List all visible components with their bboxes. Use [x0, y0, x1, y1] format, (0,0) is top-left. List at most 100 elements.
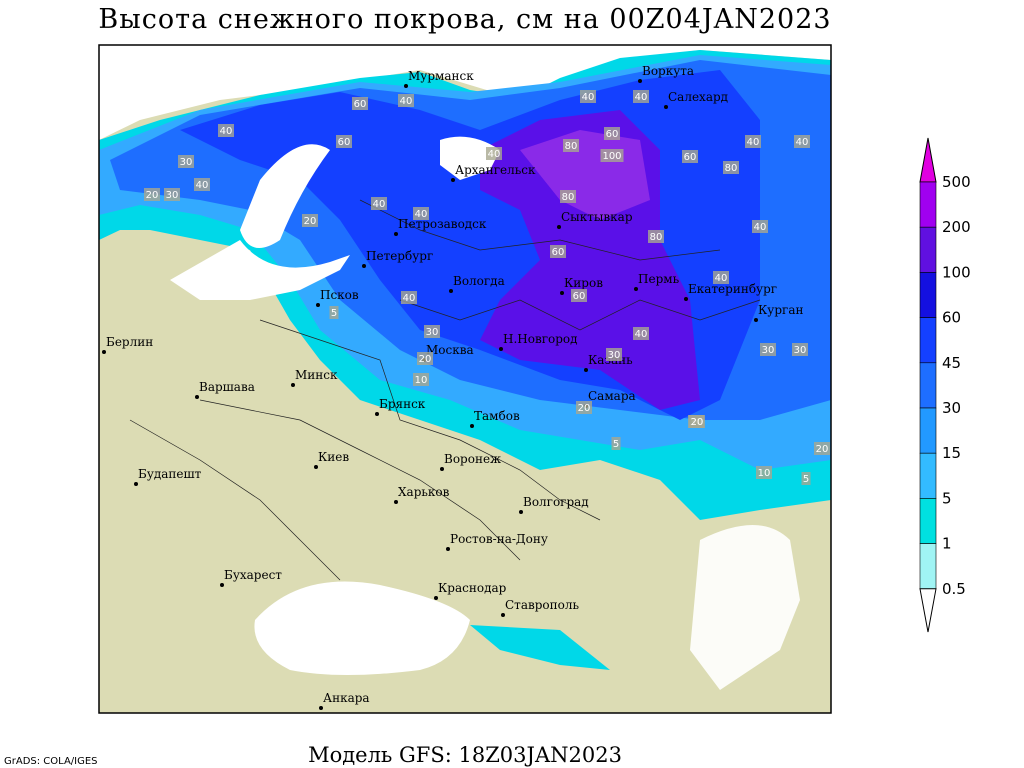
contour-label: 30: [166, 190, 179, 201]
city-label: Варшава: [199, 380, 255, 394]
contour-label: 40: [635, 92, 648, 103]
city-label: Самара: [588, 389, 636, 403]
city-label: Воркута: [642, 64, 694, 78]
legend-label: 0.5: [942, 580, 966, 598]
city-label: Минск: [295, 368, 338, 382]
contour-label-box: [194, 178, 210, 191]
city-label: Харьков: [398, 485, 450, 499]
legend-band: [919, 317, 937, 364]
city-dot: [519, 510, 523, 514]
city-dot: [446, 547, 450, 551]
contour-label-box: [760, 343, 776, 356]
contour-label: 10: [758, 468, 771, 479]
legend-band: [919, 272, 937, 318]
contour-label-box: [600, 149, 624, 162]
contour-label: 40: [488, 149, 501, 160]
contour-label-box: [756, 466, 772, 479]
city-label: Краснодар: [438, 581, 507, 595]
city-dot: [375, 412, 379, 416]
map-frame: [98, 44, 832, 714]
city-dot: [404, 84, 408, 88]
contour-label-box: [401, 291, 417, 304]
contour-label: 20: [304, 216, 317, 227]
contour-label: 10: [415, 375, 428, 386]
contour-label: 5: [803, 474, 809, 485]
contour-label-box: [563, 139, 579, 152]
city-label: Вологда: [453, 274, 505, 288]
city-dot: [362, 264, 366, 268]
city-label: Петербург: [366, 249, 433, 263]
legend-band: [919, 407, 937, 454]
city-dot: [684, 297, 688, 301]
contour-label-box: [164, 188, 180, 201]
city-dot: [584, 368, 588, 372]
contour-label: 80: [725, 163, 738, 174]
contour-label-box: [814, 442, 830, 455]
contour-label-box: [682, 150, 698, 163]
contour-label-box: [398, 94, 414, 107]
contour-label-box: [560, 190, 576, 203]
contour-label-box: [723, 161, 739, 174]
city-label: Пермь: [638, 272, 680, 286]
city-label: Сыктывкар: [561, 210, 633, 224]
contour-label: 60: [338, 137, 351, 148]
legend-label: 45: [942, 354, 961, 372]
city-label: Курган: [758, 303, 803, 317]
legend-label: 5: [942, 489, 952, 507]
contour-label-box: [144, 188, 160, 201]
contour-label-box: [571, 289, 587, 302]
contour-label: 40: [403, 293, 416, 304]
city-label: Мурманск: [408, 69, 474, 83]
city-label: Киров: [564, 276, 603, 290]
map: [99, 45, 831, 713]
contour-label: 80: [562, 192, 575, 203]
contour-label-box: [752, 220, 768, 233]
contour-label-box: [371, 197, 387, 210]
city-dot: [638, 79, 642, 83]
contour-label: 5: [613, 439, 619, 450]
contour-label-box: [486, 147, 502, 160]
contour-label-box: [633, 90, 649, 103]
contour-label-box: [580, 90, 596, 103]
city-label: Брянск: [379, 397, 426, 411]
city-label: Петрозаводск: [398, 217, 487, 231]
city-dot: [499, 347, 503, 351]
legend-label: 100: [942, 263, 971, 281]
legend-label: 30: [942, 399, 961, 417]
city-dot: [316, 303, 320, 307]
contour-label: 20: [419, 354, 432, 365]
contour-label-box: [648, 230, 664, 243]
contour-label: 60: [573, 291, 586, 302]
city-label: Псков: [320, 288, 359, 302]
credit: GrADS: COLA/IGES: [4, 756, 98, 767]
contour-label: 20: [146, 190, 159, 201]
contour-label-box: [352, 97, 368, 110]
city-dot: [449, 289, 453, 293]
legend-label: 200: [942, 218, 971, 236]
legend-label: 500: [942, 173, 971, 191]
contour-label: 40: [220, 126, 233, 137]
contour-label: 20: [691, 417, 704, 428]
contour-label-box: [336, 135, 352, 148]
legend-top: [919, 137, 937, 183]
city-dot: [501, 613, 505, 617]
legend-label: 1: [942, 535, 952, 553]
contour-label-box: [611, 437, 621, 450]
contour-label-box: [689, 415, 705, 428]
city-label: Берлин: [106, 335, 153, 349]
contour-label: 30: [762, 345, 775, 356]
contour-label-box: [576, 401, 592, 414]
city-dot: [394, 500, 398, 504]
contour-label-box: [417, 352, 433, 365]
legend-label: 60: [942, 309, 961, 327]
contour-label: 20: [816, 444, 829, 455]
contour-label-box: [178, 155, 194, 168]
contour-label: 40: [373, 199, 386, 210]
city-dot: [557, 225, 561, 229]
contour-label: 30: [794, 345, 807, 356]
contour-label-box: [550, 245, 566, 258]
contour-label-box: [413, 207, 429, 220]
contour-label: 60: [552, 247, 565, 258]
city-label: Киев: [318, 450, 349, 464]
